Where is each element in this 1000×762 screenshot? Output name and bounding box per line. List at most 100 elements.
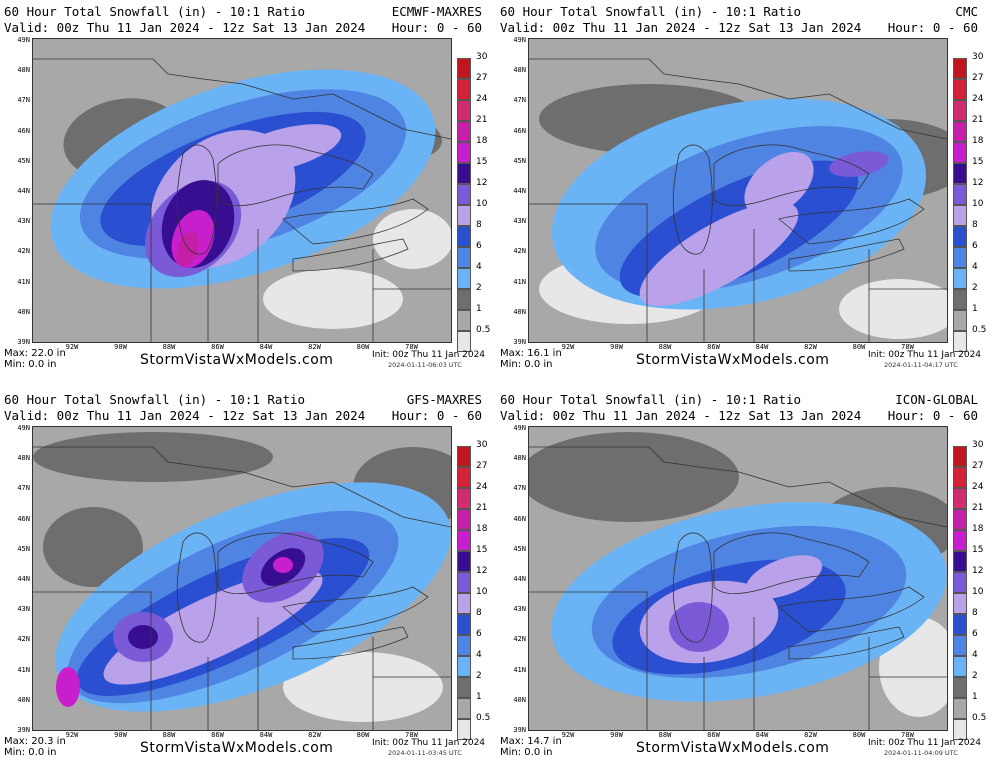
latitude-label: 45N: [17, 156, 30, 165]
colorbar-label: 1: [972, 304, 978, 314]
colorbar-swatch: [457, 677, 471, 698]
colorbar-swatch: [457, 79, 471, 100]
latitude-label: 41N: [513, 277, 526, 286]
colorbar-label: 4: [972, 650, 978, 660]
latitude-label: 43N: [513, 217, 526, 226]
colorbar-label: 15: [476, 157, 488, 167]
valid-time: Valid: 00z Thu 11 Jan 2024 - 12z Sat 13 …: [500, 408, 862, 423]
latitude-label: 49N: [17, 36, 30, 44]
latitude-label: 45N: [513, 544, 526, 553]
colorbar-swatch: [457, 446, 471, 467]
latitude-label: 39N: [17, 338, 30, 346]
colorbar-swatch: [953, 719, 967, 740]
longitude-label: 84W: [755, 731, 769, 739]
latitude-label: 49N: [17, 424, 30, 432]
colorbar-label: 10: [476, 587, 488, 597]
longitude-label: 90W: [610, 343, 623, 351]
longitude-label: 78W: [405, 731, 418, 739]
colorbar-label: 6: [972, 241, 978, 251]
colorbar-label: 15: [476, 545, 488, 555]
model-name: ICON-GLOBAL: [895, 392, 978, 407]
latitude-label: 46N: [513, 126, 526, 135]
map-title: 60 Hour Total Snowfall (in) - 10:1 Ratio: [500, 4, 802, 19]
colorbar-swatch: [457, 268, 471, 289]
latitude-label: 43N: [513, 605, 526, 614]
colorbar-swatch: [457, 100, 471, 121]
colorbar-swatch: [457, 121, 471, 142]
latitude-label: 41N: [17, 665, 30, 674]
init-time: Init: 00z Thu 11 Jan 2024: [868, 350, 982, 360]
longitude-label: 82W: [308, 731, 321, 739]
longitude-label: 88W: [658, 731, 672, 739]
colorbar-swatch: [953, 205, 967, 226]
colorbar-swatch: [457, 635, 471, 656]
colorbar-swatch: [953, 142, 967, 163]
colorbar-label: 8: [972, 608, 978, 618]
colorbar-swatch: [457, 331, 471, 352]
colorbar-swatch: [953, 488, 967, 509]
latitude-label: 44N: [513, 187, 526, 195]
colorbar-label: 18: [972, 136, 984, 146]
snowfall-field: [33, 427, 451, 730]
max-snowfall: Max: 22.0 in: [4, 348, 66, 359]
colorbar-label: 8: [972, 220, 978, 230]
latitude-label: 42N: [513, 635, 526, 644]
min-snowfall: Min: 0.0 in: [4, 359, 57, 370]
colorbar-swatch: [457, 467, 471, 488]
snowfall-field: [529, 427, 947, 730]
latitude-label: 42N: [17, 635, 30, 644]
colorbar-swatch: [953, 656, 967, 677]
colorbar-label: 2: [972, 283, 978, 293]
init-time: Init: 00z Thu 11 Jan 2024: [372, 738, 486, 748]
latitude-label: 41N: [17, 277, 30, 286]
model-panel: 60 Hour Total Snowfall (in) - 10:1 Ratio…: [496, 388, 988, 762]
colorbar-swatch: [953, 446, 967, 467]
colorbar-swatch: [953, 593, 967, 614]
colorbar-label: 27: [972, 73, 984, 83]
latitude-label: 40N: [513, 307, 526, 316]
valid-time: Valid: 00z Thu 11 Jan 2024 - 12z Sat 13 …: [4, 408, 366, 423]
latitude-label: 48N: [513, 66, 526, 75]
colorbar-swatch: [953, 79, 967, 100]
colorbar-label: 8: [476, 220, 482, 230]
latitude-label: 40N: [513, 695, 526, 704]
longitude-label: 90W: [610, 731, 623, 739]
longitude-label: 90W: [114, 731, 127, 739]
colorbar-label: 24: [476, 482, 488, 492]
colorbar-label: 0.5: [972, 325, 987, 335]
colorbar-label: 12: [972, 178, 984, 188]
colorbar-swatch: [457, 289, 471, 310]
colorbar-label: 27: [476, 461, 488, 471]
colorbar-label: 18: [972, 524, 984, 534]
latitude-label: 46N: [17, 126, 30, 135]
colorbar-label: 12: [476, 178, 488, 188]
latitude-label: 40N: [17, 307, 30, 316]
latitude-label: 44N: [17, 575, 30, 583]
colorbar-swatch: [953, 121, 967, 142]
colorbar-swatch: [953, 289, 967, 310]
colorbar-label: 1: [972, 692, 978, 702]
snowfall-map: [528, 426, 948, 731]
colorbar-label: 30: [476, 440, 488, 450]
colorbar-swatch: [953, 268, 967, 289]
valid-time: Valid: 00z Thu 11 Jan 2024 - 12z Sat 13 …: [4, 20, 366, 35]
colorbar-label: 4: [476, 262, 482, 272]
longitude-label: 86W: [707, 343, 720, 351]
colorbar-swatch: [457, 698, 471, 719]
colorbar-label: 15: [972, 545, 984, 555]
render-timestamp: 2024-01-11-04:17 UTC: [884, 361, 958, 369]
model-panel: 60 Hour Total Snowfall (in) - 10:1 Ratio…: [0, 388, 492, 762]
colorbar-swatch: [953, 163, 967, 184]
colorbar-swatch: [457, 614, 471, 635]
colorbar-label: 0.5: [476, 713, 491, 723]
colorbar: [457, 446, 471, 740]
colorbar-label: 10: [476, 199, 488, 209]
colorbar-label: 15: [972, 157, 984, 167]
colorbar-swatch: [953, 58, 967, 79]
longitude-label: 88W: [658, 343, 672, 351]
longitude-label: 82W: [308, 343, 321, 351]
longitude-label: 82W: [804, 343, 817, 351]
colorbar-swatch: [953, 530, 967, 551]
latitude-label: 47N: [17, 96, 30, 105]
latitude-label: 49N: [513, 36, 526, 44]
